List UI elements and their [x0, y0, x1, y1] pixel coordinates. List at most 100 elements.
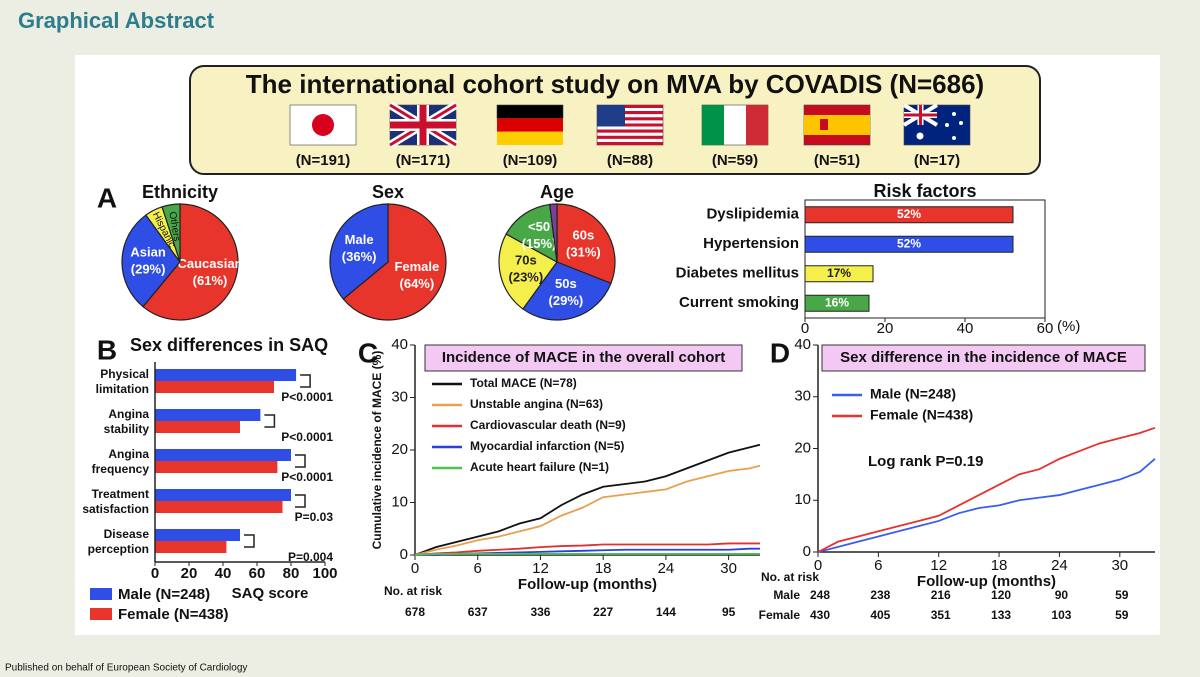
x-axis-label: SAQ score [232, 585, 309, 602]
bar [155, 501, 283, 513]
pie-value-label: (29%) [549, 293, 584, 308]
risk-row-label: Female [759, 608, 801, 622]
pie-slice [556, 203, 616, 285]
pie-value-label: (29%) [131, 261, 166, 276]
legend-label: Female (N=438) [870, 407, 973, 423]
risk-row-label: Male [773, 588, 800, 602]
y-tick-label: 30 [794, 388, 811, 405]
pie-slice [549, 203, 558, 263]
bar [804, 294, 870, 312]
bar [155, 449, 291, 461]
bar [155, 381, 274, 393]
risk-count: 336 [530, 605, 550, 619]
risk-count: 95 [722, 605, 736, 619]
pie-label: 50s [555, 276, 577, 291]
country-count: (N=51) [814, 152, 860, 169]
pie-title: Ethnicity [142, 182, 218, 202]
pie-title: Sex [372, 182, 404, 202]
pie-slice [161, 203, 181, 263]
series-line [817, 458, 1156, 553]
category-label: Dyslipidemia [706, 206, 799, 223]
title-box [424, 344, 743, 372]
y-tick-label: 40 [794, 336, 811, 353]
country-count: (N=171) [396, 152, 451, 169]
legend-label: Cardiovascular death (N=9) [470, 418, 626, 432]
annotation: Log rank P=0.19 [868, 453, 983, 470]
pie-slice [142, 203, 239, 321]
plot-frame [804, 199, 1046, 319]
x-axis-label: (%) [1057, 318, 1080, 335]
y-tick-label: 10 [391, 493, 408, 510]
category-label: Physical limitation [95, 367, 149, 396]
country-count: (N=17) [914, 152, 960, 169]
pie-label: Others [166, 211, 182, 242]
pie-label: Female [394, 259, 439, 274]
pie-slice [505, 203, 558, 264]
bar [155, 541, 227, 553]
banner-title: The international cohort study on MVA by… [246, 69, 984, 99]
series-line [414, 542, 760, 556]
x-tick-label: 20 [877, 320, 894, 337]
footer: Published on behalf of European Society … [5, 663, 247, 674]
panel-label: B [97, 334, 117, 365]
p-value: P=0.004 [288, 550, 333, 564]
panel-label: D [770, 337, 790, 368]
significance-bracket [264, 414, 276, 428]
risk-count: 216 [931, 588, 951, 602]
x-tick-label: 40 [215, 565, 232, 582]
bar [804, 235, 1014, 253]
country-count: (N=88) [607, 152, 653, 169]
legend-label: Female (N=438) [118, 606, 228, 623]
pie-value-label: (31%) [566, 245, 601, 260]
x-tick-label: 24 [1051, 557, 1068, 574]
x-tick-label: 0 [151, 565, 159, 582]
value-label: 16% [825, 295, 849, 309]
y-tick-label: 0 [400, 546, 408, 563]
risk-count: 103 [1051, 608, 1071, 622]
pie-value-label: (23%) [509, 269, 544, 284]
risk-count: 351 [931, 608, 951, 622]
pie-label: 70s [515, 252, 537, 267]
x-axis-label: Follow-up (months) [917, 573, 1056, 590]
title-box [821, 344, 1146, 372]
bar [155, 409, 261, 421]
y-tick-label: 30 [391, 388, 408, 405]
risk-count: 248 [810, 588, 830, 602]
series-line [414, 443, 761, 556]
pie-value-label: (15%) [522, 236, 557, 251]
chart-title: Incidence of MACE in the overall cohort [442, 349, 725, 366]
y-axis-label: Cumulative incidence of MACE (%) [370, 351, 384, 550]
x-tick-label: 30 [1111, 557, 1128, 574]
category-label: Treatment satisfaction [82, 487, 149, 516]
bar [155, 421, 240, 433]
bar [155, 489, 291, 501]
risk-count: 59 [1115, 588, 1129, 602]
bar [155, 369, 297, 381]
panel-label: C [358, 337, 378, 368]
category-label: Current smoking [679, 294, 799, 311]
risk-count: 144 [656, 605, 676, 619]
x-tick-label: 18 [595, 560, 612, 577]
x-tick-label: 0 [801, 320, 809, 337]
pie-label: 60s [573, 228, 595, 243]
series-line [414, 464, 761, 556]
x-tick-label: 24 [658, 560, 675, 577]
category-label: Hypertension [703, 235, 799, 252]
country-count: (N=109) [503, 152, 558, 169]
risk-table-title: No. at risk [761, 570, 819, 584]
significance-bracket [300, 374, 311, 388]
chart-title: Risk factors [873, 181, 976, 201]
x-tick-label: 0 [411, 560, 419, 577]
x-tick-label: 0 [814, 557, 822, 574]
pie-value-label: (36%) [342, 249, 377, 264]
legend-label: Total MACE (N=78) [470, 376, 577, 390]
legend-label: Male (N=248) [870, 386, 956, 402]
legend-label: Male (N=248) [118, 586, 210, 603]
value-label: 52% [897, 207, 921, 221]
category-label: Angina frequency [91, 447, 149, 476]
pie-label: <50 [528, 219, 550, 234]
x-axis-label: Follow-up (months) [518, 576, 657, 593]
legend-swatch [90, 608, 112, 620]
pie-value-label: (61%) [193, 273, 228, 288]
